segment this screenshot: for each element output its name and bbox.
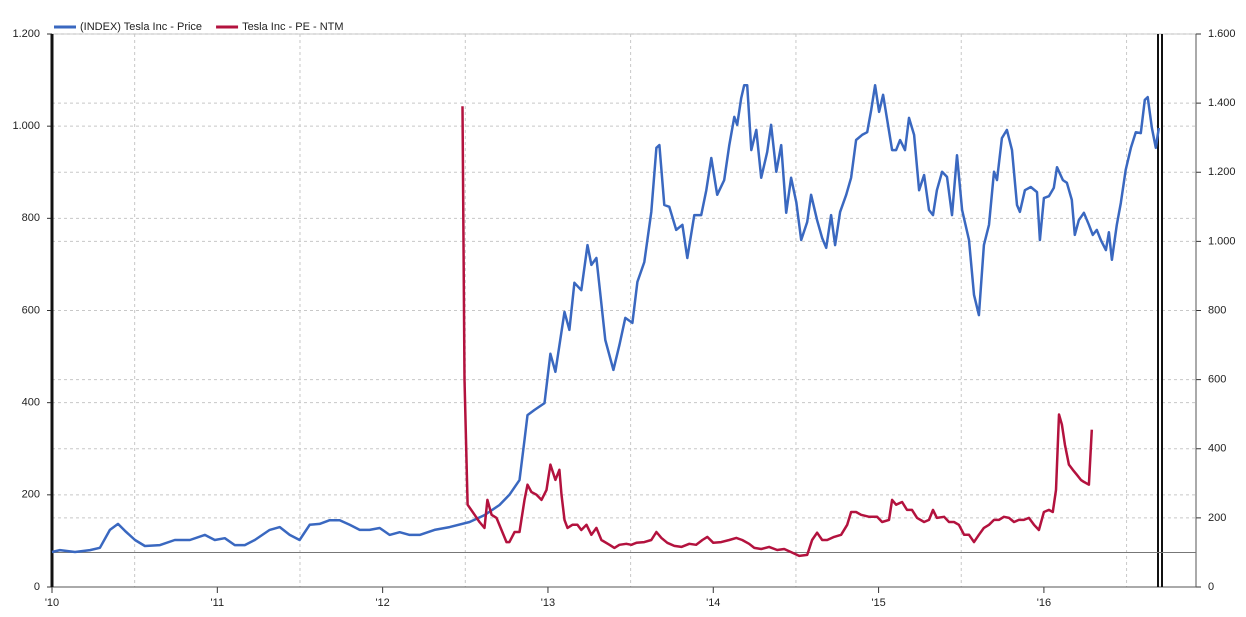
y-tick-label: 1.000 [12,120,40,132]
x-tick-label: '12 [375,597,389,609]
y-tick-label: 0 [34,581,40,593]
y-tick-label: 400 [22,397,40,409]
legend-label: (INDEX) Tesla Inc - Price [80,21,202,33]
legend-label: Tesla Inc - PE - NTM [242,21,343,33]
x-tick-label: '14 [706,597,720,609]
y2-tick-label: 1.600 [1208,28,1236,40]
y2-tick-label: 600 [1208,374,1226,386]
y2-tick-label: 0 [1208,581,1214,593]
series-line [461,106,1094,558]
y2-tick-label: 1.200 [1208,166,1236,178]
y-tick-label: 600 [22,304,40,316]
y2-tick-label: 800 [1208,304,1226,316]
y-tick-label: 1.200 [12,28,40,40]
x-tick-label: '13 [541,597,555,609]
y2-tick-label: 200 [1208,512,1226,524]
x-tick-label: '11 [211,597,225,609]
y2-tick-label: 400 [1208,443,1226,455]
y2-tick-label: 1.400 [1208,97,1236,109]
y-tick-label: 200 [22,489,40,501]
x-tick-label: '10 [45,597,59,609]
y-tick-label: 800 [22,212,40,224]
x-tick-label: '16 [1037,597,1051,609]
x-tick-label: '15 [871,597,885,609]
series-line [51,83,1161,554]
y2-tick-label: 1.000 [1208,235,1236,247]
